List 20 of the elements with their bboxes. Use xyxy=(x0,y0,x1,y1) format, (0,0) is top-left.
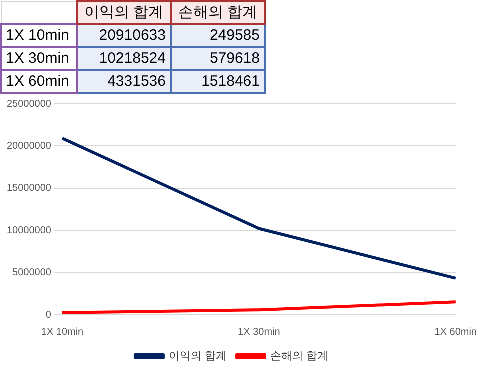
x-tick-label: 1X 60min xyxy=(434,326,477,338)
legend-label: 이익의 합계 xyxy=(168,350,228,363)
y-tick-label: 1X 10min xyxy=(1,24,77,47)
y-tick-label: 1X 60min xyxy=(1,70,77,93)
data-label: 579618 xyxy=(171,47,265,70)
x-tick-label: 1X 10min xyxy=(41,326,84,338)
legend-label: 손해의 합계 xyxy=(270,350,329,363)
y-tick-label: 10000000 xyxy=(6,225,52,236)
y-tick-label: 1X 30min xyxy=(1,47,77,70)
y-tick-label: 25000000 xyxy=(6,98,52,110)
x-tick-label: 1X 30min xyxy=(238,326,280,338)
data-label: 10218524 xyxy=(77,47,171,70)
data-label: 249585 xyxy=(171,24,265,47)
y-tick-label: 15000000 xyxy=(6,183,52,194)
data-label: 20910633 xyxy=(77,24,171,47)
data-label: 1518461 xyxy=(171,70,265,93)
y-tick-label: 20000000 xyxy=(6,140,52,152)
data-label: 4331536 xyxy=(77,70,171,93)
y-tick-label: 0 xyxy=(46,310,52,321)
y-tick-label: 5000000 xyxy=(12,268,52,279)
